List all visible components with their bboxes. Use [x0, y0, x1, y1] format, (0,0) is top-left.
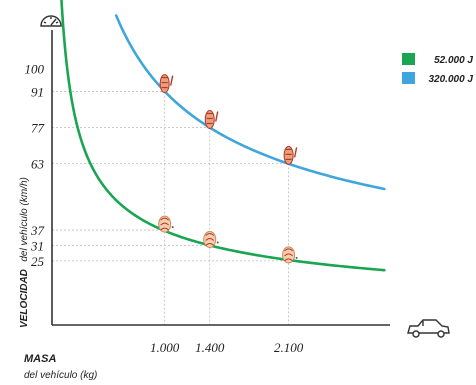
- crash-test-dummy-icon: [158, 215, 174, 233]
- x-tick-label-1400: 1.400: [195, 340, 225, 355]
- y-tick-label-31: 31: [30, 238, 44, 253]
- y-tick-label-37: 37: [30, 223, 45, 238]
- series-line-320-000-j: [114, 14, 386, 191]
- y-axis-label-main: VELOCIDAD: [19, 269, 30, 328]
- series-line-52-000-j: [60, 0, 386, 272]
- x-tick-label-2100: 2.100: [274, 340, 304, 355]
- legend-swatch: [402, 72, 415, 84]
- legend-item-320-000-j: 320.000 J: [402, 72, 473, 85]
- y-axis-label: VELOCIDAD del vehículo (km/h): [14, 177, 31, 328]
- crash-test-dummy-icon: [204, 109, 219, 129]
- legend-item-52-000-j: 52.000 J: [402, 53, 473, 66]
- crash-test-dummy-icon: [159, 74, 174, 94]
- y-tick-label-25: 25: [31, 254, 45, 269]
- y-tick-label-63: 63: [31, 156, 45, 171]
- x-axis-label-sub: del vehículo (kg): [24, 370, 97, 381]
- legend: 52.000 J 320.000 J: [402, 53, 473, 85]
- car-icon: [407, 319, 450, 338]
- x-axis-label-main: MASA: [24, 353, 56, 365]
- legend-swatch: [402, 53, 415, 65]
- speedometer-icon: [40, 15, 62, 27]
- curves: [60, 0, 386, 272]
- legend-label: 320.000 J: [429, 74, 474, 85]
- axes: [51, 30, 390, 326]
- crash-test-dummy-icon: [203, 230, 219, 248]
- x-tick-labels: 1.000 1.400 2.100: [150, 340, 304, 355]
- crash-test-dummy-icon: [282, 246, 298, 264]
- y-tick-label-100: 100: [25, 61, 45, 76]
- y-axis-label-sub: del vehículo (km/h): [19, 177, 30, 261]
- markers: [158, 74, 298, 264]
- legend-label: 52.000 J: [434, 55, 473, 66]
- y-tick-label-91: 91: [31, 85, 44, 100]
- grid-lines: [52, 91, 290, 325]
- x-tick-label-1000: 1.000: [150, 340, 180, 355]
- y-tick-label-77: 77: [31, 120, 45, 135]
- crash-test-dummy-icon: [283, 145, 298, 165]
